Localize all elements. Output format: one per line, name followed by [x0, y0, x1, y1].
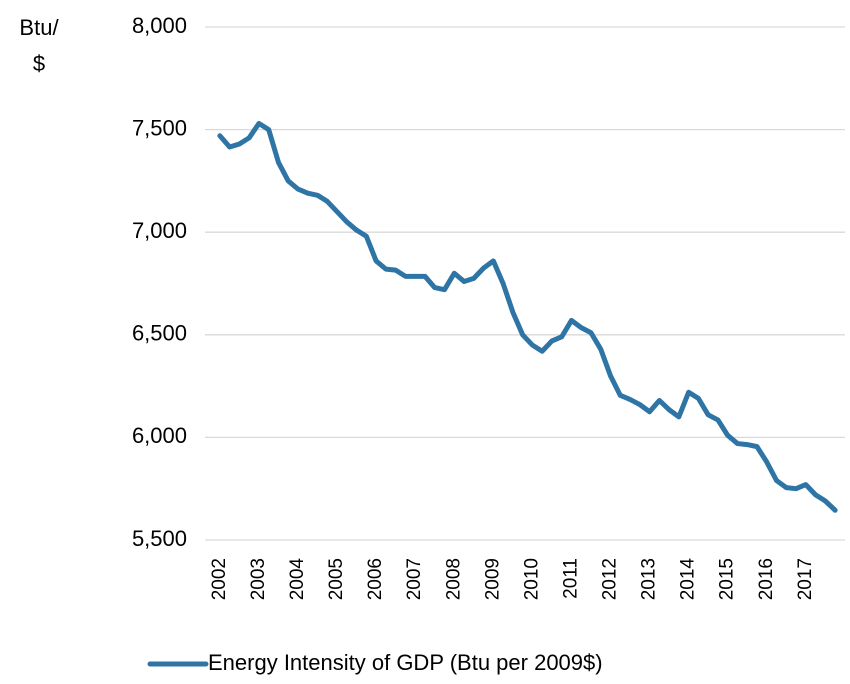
x-tick-label: 2015 [717, 558, 738, 600]
x-tick-label: 2010 [521, 558, 542, 600]
y-tick-label: 7,000 [132, 218, 187, 243]
x-tick-label: 2003 [248, 558, 269, 600]
y-tick-label: 6,000 [132, 423, 187, 448]
x-tick-label: 2011 [560, 558, 581, 599]
x-tick-label: 2004 [287, 558, 308, 601]
x-tick-label: 2008 [443, 558, 464, 600]
x-tick-label: 2014 [678, 558, 699, 601]
y-axis-label: Btu/$ [19, 15, 59, 76]
x-tick-label: 2016 [756, 558, 777, 600]
y-tick-label: 5,500 [132, 526, 187, 551]
x-tick-label: 2002 [209, 558, 230, 600]
x-tick-label: 2017 [795, 558, 816, 600]
x-tick-label: 2013 [639, 558, 660, 600]
y-tick-label: 7,500 [132, 115, 187, 140]
data-line [217, 120, 838, 513]
x-tick-label: 2012 [600, 558, 621, 600]
legend-label: Energy Intensity of GDP (Btu per 2009$) [208, 650, 603, 675]
y-tick-label: 6,500 [132, 321, 187, 346]
x-tick-label: 2006 [365, 558, 386, 600]
x-tick-label: 2005 [326, 558, 347, 600]
y-tick-label: 8,000 [132, 13, 187, 38]
x-tick-label: 2009 [482, 558, 503, 600]
x-tick-label: 2007 [404, 558, 425, 600]
